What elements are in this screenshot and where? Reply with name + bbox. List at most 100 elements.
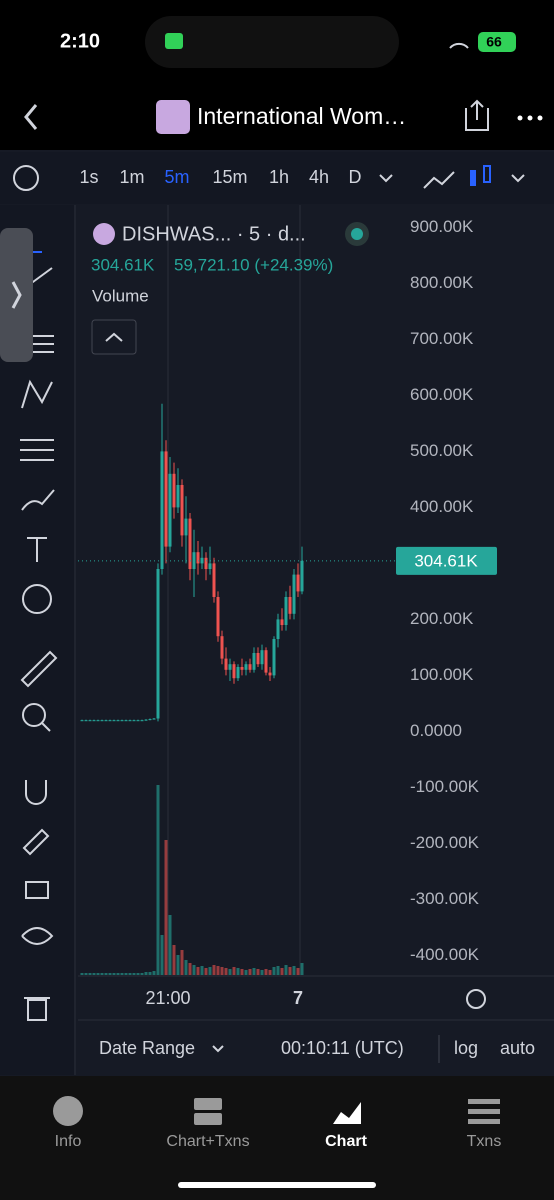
battery xyxy=(478,32,516,52)
candle-style[interactable] xyxy=(470,165,491,186)
candle-body xyxy=(184,518,188,536)
symbol: DISHWAS... · 5 · d... xyxy=(122,223,306,245)
volume-bar xyxy=(288,967,292,975)
legend-price: 304.61K xyxy=(91,255,155,274)
volume-bar xyxy=(180,950,184,975)
candle-body xyxy=(160,451,164,569)
volume-bar xyxy=(220,967,224,975)
back-button[interactable] xyxy=(24,104,38,130)
volume-bar xyxy=(112,973,116,975)
candle-body xyxy=(268,672,272,676)
volume-bar xyxy=(216,966,220,975)
log-toggle[interactable]: log xyxy=(454,1038,478,1058)
add-indicator[interactable] xyxy=(13,165,39,191)
candle-body xyxy=(104,720,108,722)
timeframes: 1s 1m 5m 15m 1h 4h D xyxy=(79,167,361,187)
volume-bar xyxy=(148,972,152,975)
last-price-label: 304.61K xyxy=(414,551,478,570)
candle-body xyxy=(188,518,192,569)
legend-change: 59,721.10 (+24.39%) xyxy=(174,255,333,274)
dropdown[interactable] xyxy=(511,174,525,183)
volume-bar xyxy=(88,973,92,975)
share-button[interactable] xyxy=(465,99,489,131)
candle-body xyxy=(236,667,240,679)
volume-bar xyxy=(168,915,172,975)
volume-bar xyxy=(232,967,236,975)
battery-level: 66 xyxy=(486,34,502,50)
volume-bar xyxy=(156,785,160,975)
y-tick-label: -300.00K xyxy=(410,889,480,908)
candle-body xyxy=(292,574,296,614)
candle-body xyxy=(256,653,260,665)
header-title: International Wom… xyxy=(197,103,406,129)
more-button[interactable] xyxy=(517,115,543,121)
volume-bar xyxy=(204,968,208,975)
tab-label[interactable]: Info xyxy=(55,1133,82,1150)
tabs: Info Chart+Txns Chart Txns xyxy=(55,1133,502,1150)
candle-body xyxy=(264,650,268,673)
candle-body xyxy=(248,664,252,670)
y-tick-label: -100.00K xyxy=(410,777,480,796)
tab-label[interactable]: Chart xyxy=(325,1133,367,1150)
candle-body xyxy=(156,569,160,719)
candle-body xyxy=(240,667,244,670)
collapse-button[interactable] xyxy=(91,319,137,355)
volume-bar xyxy=(96,973,100,975)
camera-icon xyxy=(165,33,183,49)
volume-bar xyxy=(104,973,108,975)
token-icon xyxy=(156,100,190,134)
volume-bar xyxy=(136,973,140,975)
chevron xyxy=(11,281,22,309)
volume-bar xyxy=(244,970,248,975)
dropdown[interactable] xyxy=(379,174,393,183)
candle-body xyxy=(224,658,228,670)
candle-body xyxy=(168,473,172,547)
candle-body xyxy=(280,619,284,625)
volume-bar xyxy=(92,973,96,975)
settings-icon[interactable] xyxy=(466,989,486,1009)
candle-body xyxy=(228,664,232,670)
volume-bar xyxy=(84,973,88,975)
y-tick-label: -200.00K xyxy=(410,833,480,852)
candle-body xyxy=(116,720,120,722)
candle-body xyxy=(84,720,88,722)
volume-bar xyxy=(224,968,228,975)
auto-toggle[interactable]: auto xyxy=(500,1038,535,1058)
date-range[interactable]: Date Range xyxy=(99,1038,195,1058)
volume-bar xyxy=(132,973,136,975)
toolbar xyxy=(0,152,554,204)
timeframe[interactable]: 1s xyxy=(79,167,98,187)
candle-body xyxy=(136,720,140,722)
volume-bar xyxy=(160,935,164,975)
volume-bar xyxy=(240,969,244,975)
candle-body xyxy=(196,552,200,564)
candle-body xyxy=(88,720,92,722)
volume-bar xyxy=(128,973,132,975)
volume-bar xyxy=(296,968,300,975)
candle-body xyxy=(216,597,220,637)
candle-body xyxy=(220,636,224,659)
line-style[interactable] xyxy=(423,171,455,189)
tab-label[interactable]: Txns xyxy=(467,1133,502,1150)
timeframe[interactable]: D xyxy=(349,167,362,187)
y-tick-label: 600.00K xyxy=(410,385,474,404)
candle-body xyxy=(140,720,144,722)
timeframe[interactable]: 1h xyxy=(269,167,289,187)
toolbar-toggle[interactable] xyxy=(0,228,33,362)
volume-bar xyxy=(228,969,232,975)
chart-icon xyxy=(333,1102,361,1124)
tab-label[interactable]: Chart+Txns xyxy=(166,1133,249,1150)
status-dot xyxy=(351,228,363,240)
timeframe[interactable]: 15m xyxy=(212,167,247,187)
timeframe[interactable]: 5m xyxy=(164,167,189,187)
volume-bar xyxy=(188,963,192,975)
volume-bar xyxy=(116,973,120,975)
y-tick-label: 500.00K xyxy=(410,441,474,460)
volume-bar xyxy=(120,973,124,975)
volume-bar xyxy=(108,973,112,975)
candle-body xyxy=(100,720,104,722)
timeframe[interactable]: 1m xyxy=(119,167,144,187)
timeframe[interactable]: 4h xyxy=(309,167,329,187)
x-tick-label: 7 xyxy=(293,988,303,1008)
